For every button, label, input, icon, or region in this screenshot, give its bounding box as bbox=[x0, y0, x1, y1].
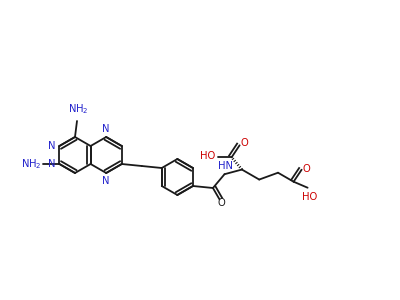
Text: HN: HN bbox=[218, 161, 233, 171]
Text: NH$_2$: NH$_2$ bbox=[68, 102, 88, 116]
Text: NH$_2$: NH$_2$ bbox=[21, 157, 42, 171]
Text: N: N bbox=[102, 124, 110, 134]
Text: O: O bbox=[218, 198, 225, 208]
Text: N: N bbox=[48, 141, 56, 151]
Text: O: O bbox=[241, 138, 248, 148]
Text: N: N bbox=[48, 159, 56, 169]
Text: N: N bbox=[102, 176, 110, 186]
Text: HO: HO bbox=[200, 151, 216, 161]
Text: O: O bbox=[303, 164, 310, 174]
Text: HO: HO bbox=[302, 192, 317, 202]
